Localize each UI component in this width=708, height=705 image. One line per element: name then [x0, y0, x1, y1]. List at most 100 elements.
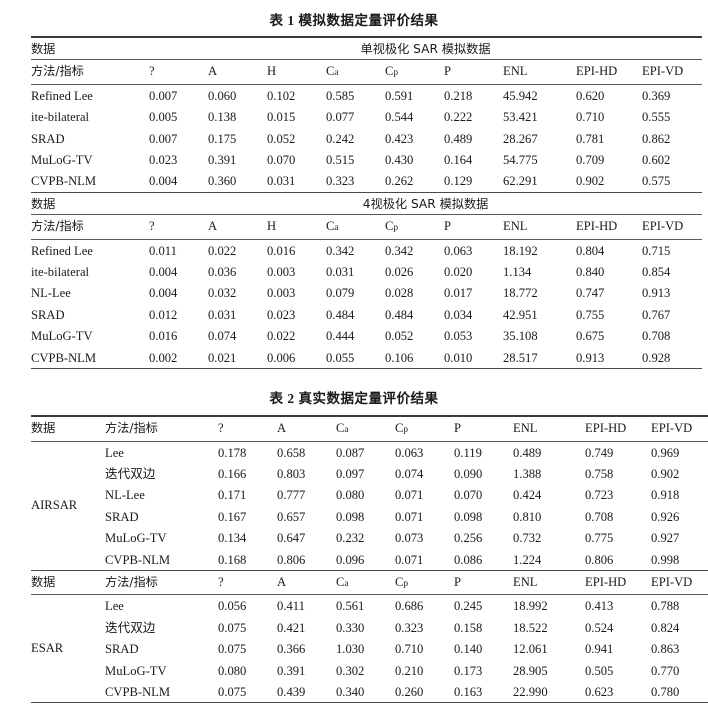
table-1-group-header-row: 数据 4视极化 SAR 模拟数据: [31, 191, 703, 215]
cell-value: 0.555: [642, 110, 671, 125]
cell-value: 0.028: [385, 286, 414, 301]
cell-value: 0.366: [277, 642, 306, 657]
cell-value: 28.517: [503, 350, 538, 365]
section-title: 单视极化 SAR 模拟数据: [149, 36, 703, 60]
cell-value: 0.803: [277, 466, 306, 481]
column-header-a: A: [277, 569, 336, 595]
cell-value: 1.224: [513, 552, 542, 567]
cell-value: 45.942: [503, 83, 576, 107]
cell-value: 0.302: [336, 663, 365, 678]
column-header-epi-hd: EPI-HD: [585, 415, 651, 441]
document-page: 表 1 模拟数据定量评价结果 数据 单视极化 SAR 模拟数据 方法/指标? A H Ca…: [31, 13, 708, 705]
cell-value: 62.291: [503, 174, 538, 189]
cell-value: 0.708: [585, 509, 614, 524]
cell-value: 1.030: [336, 642, 365, 657]
method-header-label: 方法/指标: [31, 214, 149, 240]
cell-value: 0.075: [218, 620, 247, 635]
cell-value: 0.140: [454, 642, 483, 657]
row-method-name: ite-bilateral: [31, 265, 90, 280]
table-row: CVPB-NLM 0.168 0.806 0.096 0.071 0.086 1.224 0.…: [31, 549, 708, 571]
cell-value: 0.657: [277, 509, 306, 524]
table-row: ESAR Lee 0.056 0.411 0.561 0.686 0.245 18.992 0.…: [31, 594, 708, 703]
cell-value: 0.806: [277, 552, 306, 567]
cell-value: 0.723: [585, 488, 614, 503]
row-method-name: SRAD: [105, 642, 139, 657]
cell-value: 0.767: [642, 307, 671, 322]
cell-value: 0.788: [651, 594, 708, 617]
cell-value: 28.267: [503, 131, 538, 146]
group-header-label: 数据: [31, 569, 105, 595]
cell-value: 0.106: [385, 350, 414, 365]
cell-value: 0.360: [208, 174, 237, 189]
cell-value: 42.951: [503, 307, 538, 322]
column-header-a: A: [208, 59, 267, 85]
cell-value: 0.052: [267, 131, 296, 146]
cell-value: 0.003: [267, 286, 296, 301]
column-header-enl: ENL: [503, 214, 576, 240]
table-2-column-header-row: 数据 方法/指标? A Ca Cp P ENL EPI-HD EPI-VD: [31, 569, 708, 595]
cell-value: 0.391: [277, 663, 306, 678]
table-1-column-header-row: 方法/指标? A H Ca Cp P ENL EPI-HD EPI-VD: [31, 214, 703, 240]
column-header-epi-vd: EPI-VD: [642, 214, 703, 240]
row-method-name: SRAD: [105, 509, 139, 524]
row-method-name: SRAD: [31, 307, 65, 322]
cell-value: 0.096: [336, 552, 365, 567]
cell-value: 0.138: [208, 110, 237, 125]
cell-value: 0.902: [576, 174, 605, 189]
group-header-label: 数据: [31, 191, 149, 215]
cell-value: 0.004: [149, 265, 178, 280]
row-method-name: Lee: [105, 440, 218, 463]
cell-value: 0.167: [218, 509, 247, 524]
cell-value: 18.992: [513, 594, 585, 617]
cell-value: 0.097: [336, 466, 365, 481]
cell-value: 0.391: [208, 153, 237, 168]
cell-value: 0.003: [267, 265, 296, 280]
cell-value: 0.011: [149, 238, 208, 262]
cell-value: 0.262: [385, 174, 414, 189]
table-row: CVPB-NLM 0.002 0.021 0.006 0.055 0.106 0.010 28…: [31, 347, 702, 369]
cell-value: 0.010: [444, 350, 473, 365]
column-header-a: A: [277, 415, 336, 441]
group-header-label: 数据: [31, 415, 105, 441]
cell-value: 0.424: [513, 488, 542, 503]
cell-value: 0.004: [149, 286, 178, 301]
cell-value: 0.323: [326, 174, 355, 189]
table-row: 迭代双边 0.166 0.803 0.097 0.074 0.090 1.388 0.758 0…: [31, 463, 708, 484]
table-row: SRAD 0.167 0.657 0.098 0.071 0.098 0.810 0.708 0…: [31, 506, 708, 527]
column-header--: ?: [218, 415, 277, 441]
dataset-label: AIRSAR: [31, 440, 105, 571]
cell-value: 18.522: [513, 620, 548, 635]
cell-value: 0.854: [642, 265, 671, 280]
cell-value: 0.804: [576, 238, 642, 262]
cell-value: 0.489: [513, 440, 585, 463]
cell-value: 0.623: [585, 684, 614, 699]
cell-value: 0.052: [385, 329, 414, 344]
cell-value: 0.515: [326, 153, 355, 168]
group-header-label: 数据: [31, 36, 149, 60]
cell-value: 0.075: [218, 684, 247, 699]
cell-value: 0.071: [395, 488, 424, 503]
cell-value: 0.023: [149, 153, 178, 168]
cell-value: 0.063: [395, 440, 454, 463]
cell-value: 0.926: [651, 509, 680, 524]
cell-value: 0.079: [326, 286, 355, 301]
cell-value: 0.927: [651, 531, 680, 546]
cell-value: 0.342: [385, 238, 444, 262]
cell-value: 0.862: [642, 131, 671, 146]
table-1-column-header-row: 方法/指标? A H Ca Cp P ENL EPI-HD EPI-VD: [31, 59, 703, 85]
cell-value: 0.016: [149, 329, 178, 344]
cell-value: 0.780: [651, 684, 680, 699]
cell-value: 0.918: [651, 488, 680, 503]
cell-value: 0.715: [642, 238, 703, 262]
cell-value: 0.232: [336, 531, 365, 546]
cell-value: 0.256: [454, 531, 483, 546]
cell-value: 0.055: [326, 350, 355, 365]
column-header-epi-vd: EPI-VD: [642, 59, 703, 85]
cell-value: 0.074: [395, 466, 424, 481]
cell-value: 53.421: [503, 110, 538, 125]
cell-value: 0.007: [149, 131, 178, 146]
column-header-cp: Cp: [395, 415, 454, 441]
cell-value: 0.775: [585, 531, 614, 546]
cell-value: 0.913: [642, 286, 671, 301]
cell-value: 0.071: [395, 509, 424, 524]
